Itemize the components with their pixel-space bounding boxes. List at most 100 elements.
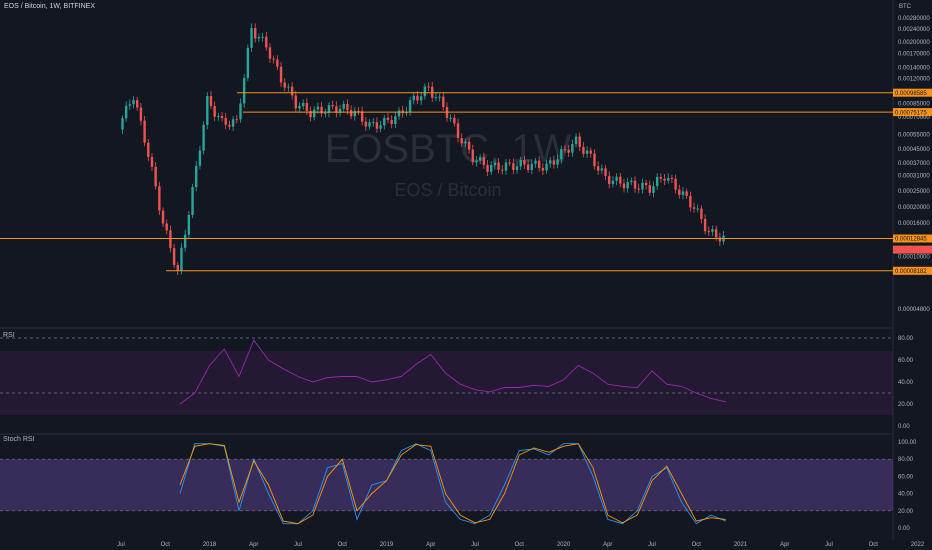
- candle-body: [239, 103, 242, 120]
- stoch-k-line: [179, 443, 726, 525]
- price-tick-label: 0.00020000: [898, 205, 930, 211]
- stoch-tick-label: 60.00: [898, 474, 914, 480]
- candle-body: [283, 82, 286, 88]
- candle-body: [172, 248, 176, 266]
- candle-body: [453, 117, 456, 124]
- candle-body: [552, 160, 556, 165]
- rsi-tick-label: 80.00: [898, 336, 914, 342]
- candle-body: [154, 166, 157, 187]
- candle-body: [246, 47, 250, 78]
- candle-body: [497, 162, 500, 170]
- candle-body: [556, 159, 559, 165]
- candle-body: [213, 106, 216, 117]
- candle-body: [482, 157, 486, 165]
- candle-body: [608, 176, 611, 185]
- candle-body: [316, 106, 320, 110]
- candle-body: [272, 58, 275, 60]
- stoch-band: [0, 459, 893, 511]
- candle-body: [670, 177, 674, 179]
- candle-body: [718, 237, 722, 242]
- candle-body: [279, 66, 283, 83]
- candle-body: [700, 208, 703, 219]
- candle-body: [147, 142, 150, 157]
- level-tag: [893, 266, 932, 275]
- axis-currency: BTC: [899, 4, 912, 10]
- stoch-tick-label: 80.00: [898, 457, 914, 463]
- candle-body: [202, 124, 205, 151]
- time-tick-label: 2019: [380, 542, 394, 548]
- candle-body: [287, 86, 290, 88]
- candle-body: [357, 110, 360, 112]
- candle-body: [198, 150, 202, 166]
- candle-body: [224, 117, 227, 125]
- candle-body: [622, 183, 626, 189]
- candle-body: [408, 100, 412, 112]
- candle-body: [268, 47, 272, 59]
- rsi-line: [179, 339, 726, 405]
- candle-body: [449, 117, 452, 119]
- candle-body: [567, 149, 570, 153]
- candle-body: [309, 110, 312, 118]
- candle-body: [501, 169, 504, 171]
- time-tick-label: Jul: [117, 542, 125, 548]
- time-tick-label: 2020: [557, 542, 571, 548]
- candle-body: [187, 214, 191, 235]
- watermark-name: EOS / Bitcoin: [394, 180, 501, 200]
- candle-body: [183, 234, 187, 248]
- level-tag: [893, 108, 932, 117]
- candle-body: [242, 77, 246, 104]
- candle-body: [124, 105, 128, 119]
- candle-body: [615, 176, 618, 181]
- candle-body: [128, 104, 132, 106]
- candle-body: [560, 149, 563, 160]
- candle-body: [674, 178, 677, 190]
- price-tick-label: 0.00004800: [898, 307, 930, 313]
- candle-body: [714, 229, 718, 238]
- candle-body: [478, 157, 482, 161]
- candle-body: [423, 86, 427, 97]
- candle-body: [678, 189, 681, 195]
- candle-body: [427, 86, 430, 88]
- candle-body: [290, 86, 294, 96]
- candle-body: [390, 120, 393, 125]
- candle-body: [228, 124, 231, 127]
- candle-body: [353, 110, 356, 117]
- candle-body: [471, 149, 474, 163]
- candle-body: [512, 163, 515, 170]
- last-price-tag: [893, 245, 932, 254]
- candle-body: [231, 119, 235, 127]
- candle-body: [331, 105, 334, 107]
- rsi-tick-label: 20.00: [898, 402, 914, 408]
- price-tick-label: 0.00120000: [898, 77, 930, 83]
- candle-body: [349, 110, 353, 117]
- candle-body: [360, 111, 364, 122]
- stoch-rsi-pane-label: Stoch RSI: [3, 436, 35, 443]
- candle-body: [475, 160, 478, 163]
- candle-body: [537, 160, 541, 169]
- candle-body: [600, 168, 604, 171]
- candle-body: [545, 163, 548, 171]
- chart-header: EOS / Bitcoin, 1W, BITFINEX: [4, 3, 96, 10]
- candle-body: [254, 28, 257, 39]
- stoch-tick-label: 0.00: [898, 526, 910, 532]
- candle-body: [335, 106, 338, 113]
- time-tick-label: Apr: [780, 542, 789, 548]
- candle-body: [486, 164, 489, 172]
- candle-body: [250, 28, 253, 48]
- candle-body: [191, 187, 194, 215]
- candle-body: [637, 188, 640, 190]
- candle-body: [563, 149, 567, 151]
- candle-body: [644, 182, 648, 186]
- stoch-tick-label: 20.00: [898, 509, 914, 515]
- time-tick-label: Jul: [648, 542, 656, 548]
- candle-body: [136, 100, 139, 108]
- stoch-d-line: [179, 443, 726, 525]
- candle-body: [630, 180, 633, 183]
- rsi-tick-label: 60.00: [898, 358, 914, 364]
- candle-body: [176, 265, 179, 271]
- candle-body: [655, 176, 659, 187]
- price-tick-label: 0.00055000: [898, 132, 930, 138]
- candle-body: [320, 106, 323, 114]
- level-tag-label: 0.00012845: [895, 237, 927, 243]
